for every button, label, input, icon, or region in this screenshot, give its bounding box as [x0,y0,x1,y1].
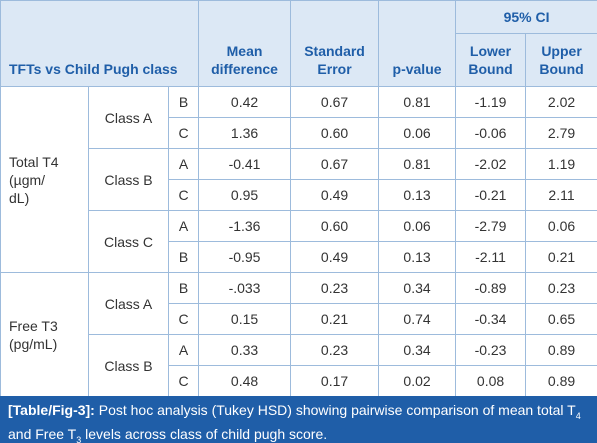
cell: 0.06 [378,210,457,242]
cell: 0.67 [290,86,380,118]
table-row: Class B A -0.41 0.67 0.81 -2.02 1.19 [1,148,597,211]
class-label: Class A [88,86,169,149]
group-label: Total T4 (µgm/dL) [0,86,89,273]
col-header: Standard Error [290,0,380,87]
cell: 0.60 [290,117,380,149]
class-label: Class A [88,272,169,335]
caption-sub: 4 [575,410,581,421]
cell: 1.19 [525,148,597,180]
cell: -1.19 [455,86,527,118]
cell: 0.13 [378,241,457,273]
cell: 0.34 [378,334,457,366]
cell: 0.67 [290,148,380,180]
comparison: B [167,272,200,304]
group-label-line: (pg/mL) [9,335,58,352]
cell: -2.02 [455,148,527,180]
comparison: B [167,86,200,118]
cell: 0.06 [525,210,597,242]
cell: -0.41 [198,148,292,180]
cell: 0.06 [378,117,457,149]
cell: 0.08 [455,365,527,397]
cell: 0.21 [525,241,597,273]
cell: 0.89 [525,365,597,397]
cell: 0.81 [378,148,457,180]
cell: 0.23 [290,334,380,366]
cell: 0.95 [198,179,292,211]
table-row: Class B A 0.33 0.23 0.34 -0.23 0.89 [1,334,597,397]
cell: -0.34 [455,303,527,335]
table-row: B -0.95 0.49 0.13 -2.11 0.21 [1,241,597,273]
cell: -0.95 [198,241,292,273]
cell: 0.21 [290,303,380,335]
table-row: C 0.48 0.17 0.02 0.08 0.89 [1,365,597,397]
table-row: C 1.36 0.60 0.06 -0.06 2.79 [1,117,597,149]
group-header: TFTs vs Child Pugh class [0,0,200,87]
group-label-line: dL) [9,189,30,206]
cell: 0.48 [198,365,292,397]
cell: 0.74 [378,303,457,335]
col-header: Upper Bound [525,33,597,87]
comparison: C [167,117,200,149]
table-row: Free T3 (pg/mL) Class A B -.033 0.23 0.34 -0.89… [0,272,597,397]
comparison: C [167,303,200,335]
class-label: Class C [88,210,169,273]
group-label-line: Free T3 [9,317,58,334]
col-header: Lower Bound [455,33,527,87]
cell: -0.21 [455,179,527,211]
caption-text: levels across class of child pugh score. [81,425,328,442]
comparison: B [167,241,200,273]
cell: 2.11 [525,179,597,211]
caption-text: Post hoc analysis (Tukey HSD) showing pa… [94,402,576,418]
class-label: Class B [88,334,169,397]
cell: 0.60 [290,210,380,242]
cell: 0.23 [290,272,380,304]
cell: -.033 [198,272,292,304]
comparison: C [167,179,200,211]
table-row: C 0.15 0.21 0.74 -0.34 0.65 [1,303,597,335]
group-label-line: Total T4 [9,153,59,170]
cell: 0.34 [378,272,457,304]
cell: -2.79 [455,210,527,242]
comparison: C [167,365,200,397]
table-row: Class C A -1.36 0.60 0.06 -2.79 0.06 [1,210,597,273]
cell: 1.36 [198,117,292,149]
comparison: A [167,210,200,242]
caption-text: and Free T [8,425,77,442]
caption-label: [Table/Fig-3]: [8,402,95,418]
col-header: p-value [378,0,457,87]
col-header: Mean difference [198,0,292,87]
cell: 0.33 [198,334,292,366]
caption: [Table/Fig-3]: Post hoc analysis (Tukey … [0,396,597,443]
cell: 0.49 [290,179,380,211]
class-label: Class B [88,148,169,211]
table-row: C 0.95 0.49 0.13 -0.21 2.11 [1,179,597,211]
cell: -0.23 [455,334,527,366]
cell: 0.13 [378,179,457,211]
cell: 0.49 [290,241,380,273]
cell: 0.42 [198,86,292,118]
caption-sub: 3 [76,434,82,443]
cell: 0.89 [525,334,597,366]
cell: 0.02 [378,365,457,397]
cell: 0.23 [525,272,597,304]
comparison: A [167,334,200,366]
cell: -2.11 [455,241,527,273]
cell: -0.89 [455,272,527,304]
data-table: TFTs vs Child Pugh class Mean difference… [0,0,597,397]
cell: 2.79 [525,117,597,149]
cell: 2.02 [525,86,597,118]
cell: -0.06 [455,117,527,149]
group-label: Free T3 (pg/mL) [0,272,89,397]
cell: 0.15 [198,303,292,335]
cell: 0.81 [378,86,457,118]
cell: 0.65 [525,303,597,335]
cell: -1.36 [198,210,292,242]
cell: 0.17 [290,365,380,397]
table-row: Total T4 (µgm/dL) Class A B 0.42 0.67 0.81 -1.1… [0,86,597,273]
ci-header: 95% CI [455,0,597,34]
group-label-line: (µgm/ [9,171,46,188]
comparison: A [167,148,200,180]
